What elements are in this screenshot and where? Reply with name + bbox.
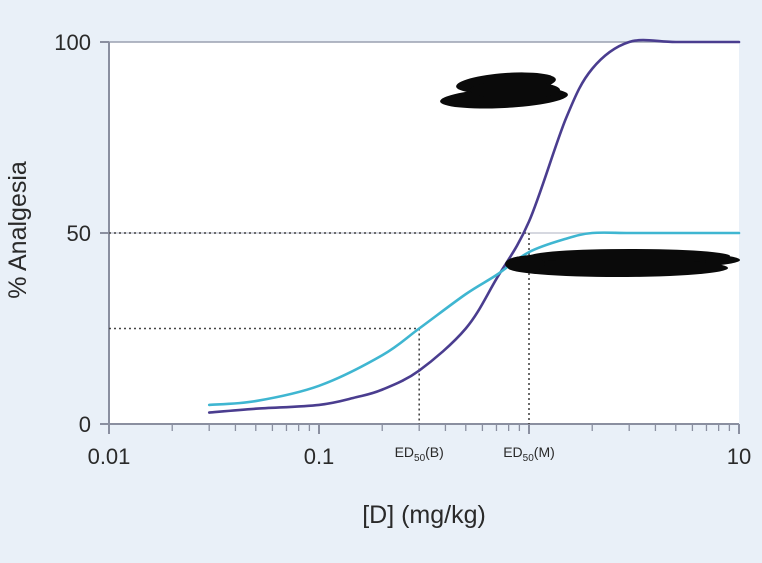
redaction-middle [505,249,740,277]
series-group [207,38,741,414]
y-tick-label: 0 [79,412,91,437]
series-line-2 [207,231,741,407]
tick-marks [100,41,740,434]
y-tick-label: 100 [54,30,91,55]
x-tick-label: 0.1 [304,444,335,469]
ed50-labels: ED50(B) ED50(M) [395,444,555,464]
y-axis-title: % Analgesia [4,161,32,299]
redaction-top [440,72,568,109]
x-tick-label: 10 [727,444,751,469]
ed50-label: ED50(M) [503,444,555,464]
x-axis-title: [D] (mg/kg) [362,501,486,529]
x-tick-label: 0.01 [88,444,131,469]
series-line-1 [207,38,741,414]
ed50-label: ED50(B) [395,444,444,464]
y-tick-label: 50 [67,221,91,246]
